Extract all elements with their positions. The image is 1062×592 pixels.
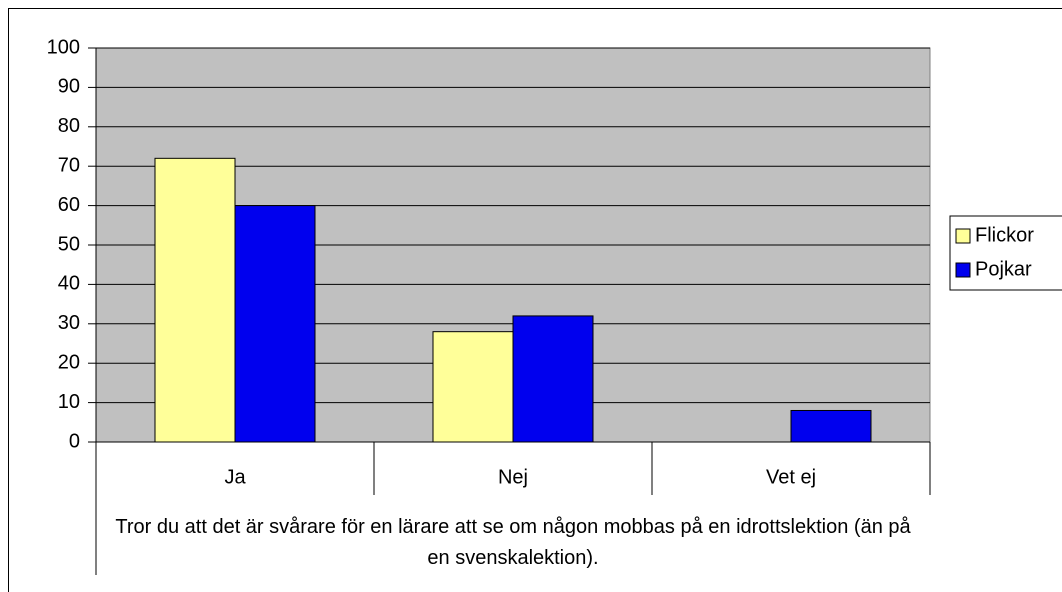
legend-swatch — [955, 262, 971, 278]
x-tick-label: Vet ej — [766, 466, 816, 488]
y-tick-label: 40 — [58, 273, 80, 295]
bar — [512, 315, 594, 443]
legend-box — [949, 215, 1062, 291]
legend-label: Pojkar — [975, 258, 1032, 280]
y-tick-label: 70 — [58, 154, 80, 176]
x-axis-title: Tror du att det är svårare för en lärare… — [115, 516, 911, 569]
bar — [432, 331, 514, 443]
x-tick-label: Ja — [224, 466, 246, 488]
y-tick-label: 20 — [58, 351, 80, 373]
x-tick-label: Nej — [498, 466, 528, 488]
y-tick-label: 80 — [58, 115, 80, 137]
legend-swatch — [955, 228, 971, 244]
y-tick-label: 10 — [58, 391, 80, 413]
bar — [154, 157, 236, 443]
y-tick-label: 50 — [58, 233, 80, 255]
y-tick-label: 90 — [58, 76, 80, 98]
y-tick-label: 100 — [47, 36, 80, 58]
bar — [790, 409, 872, 443]
bar — [234, 205, 316, 443]
y-tick-label: 60 — [58, 194, 80, 216]
y-tick-label: 30 — [58, 312, 80, 334]
y-tick-label: 0 — [69, 430, 80, 452]
legend-label: Flickor — [975, 224, 1034, 246]
